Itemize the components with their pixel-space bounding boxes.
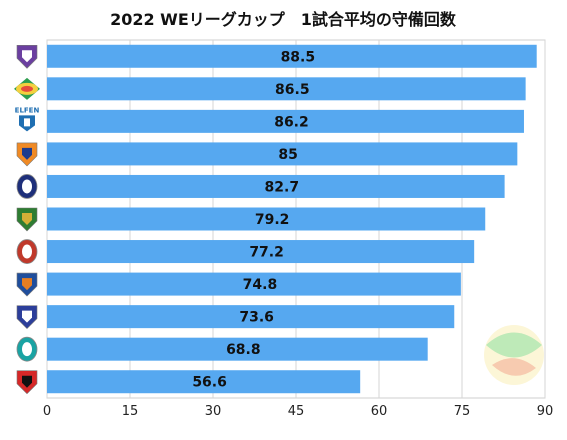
bars: 88.5 86.5 86.2 85 82.7 79.2 77.2 74.8 73.6 68.8 56… bbox=[47, 44, 537, 394]
team-logos: ELFEN bbox=[14, 44, 40, 395]
bar bbox=[47, 305, 455, 329]
data-label: 85 bbox=[278, 147, 297, 163]
team-logo-1 bbox=[16, 44, 38, 69]
x-tick-label: 30 bbox=[205, 404, 222, 419]
data-label: 86.5 bbox=[275, 82, 310, 98]
x-tick-label: 90 bbox=[537, 404, 554, 419]
bar bbox=[47, 44, 537, 68]
bar bbox=[47, 272, 461, 296]
team-logo-2 bbox=[14, 77, 40, 100]
team-logo-9 bbox=[16, 305, 38, 330]
bar bbox=[47, 240, 475, 264]
team-logo-11 bbox=[16, 370, 38, 395]
bar bbox=[47, 77, 526, 101]
team-logo-4 bbox=[16, 142, 38, 167]
team-logo-3: ELFEN bbox=[15, 106, 40, 132]
svg-text:ELFEN: ELFEN bbox=[15, 106, 40, 114]
data-label: 79.2 bbox=[255, 212, 290, 228]
bar bbox=[47, 370, 361, 394]
bar bbox=[47, 174, 505, 198]
data-label: 82.7 bbox=[265, 179, 300, 195]
data-label: 86.2 bbox=[274, 114, 309, 130]
x-axis-ticks: 0 15 30 45 60 75 90 bbox=[43, 404, 553, 419]
bar bbox=[47, 142, 518, 166]
data-label: 68.8 bbox=[226, 342, 261, 358]
x-tick-label: 60 bbox=[371, 404, 388, 419]
x-tick-label: 15 bbox=[122, 404, 139, 419]
x-tick-label: 45 bbox=[288, 404, 305, 419]
bar bbox=[47, 207, 486, 231]
data-label: 56.6 bbox=[192, 375, 227, 391]
chart-title: 2022 WEリーグカップ 1試合平均の守備回数 bbox=[110, 10, 457, 29]
watermark-logo bbox=[484, 325, 544, 385]
data-label: 73.6 bbox=[239, 310, 274, 326]
team-logo-7 bbox=[16, 239, 38, 264]
bar bbox=[47, 337, 428, 361]
data-label: 77.2 bbox=[249, 245, 284, 261]
x-tick-label: 0 bbox=[43, 404, 51, 419]
data-label: 74.8 bbox=[243, 277, 278, 293]
bar bbox=[47, 109, 524, 133]
team-logo-8 bbox=[16, 272, 38, 297]
team-logo-10 bbox=[16, 336, 38, 362]
team-logo-6 bbox=[16, 207, 38, 232]
team-logo-5 bbox=[16, 174, 38, 199]
data-label: 88.5 bbox=[281, 49, 316, 65]
x-tick-label: 75 bbox=[454, 404, 471, 419]
